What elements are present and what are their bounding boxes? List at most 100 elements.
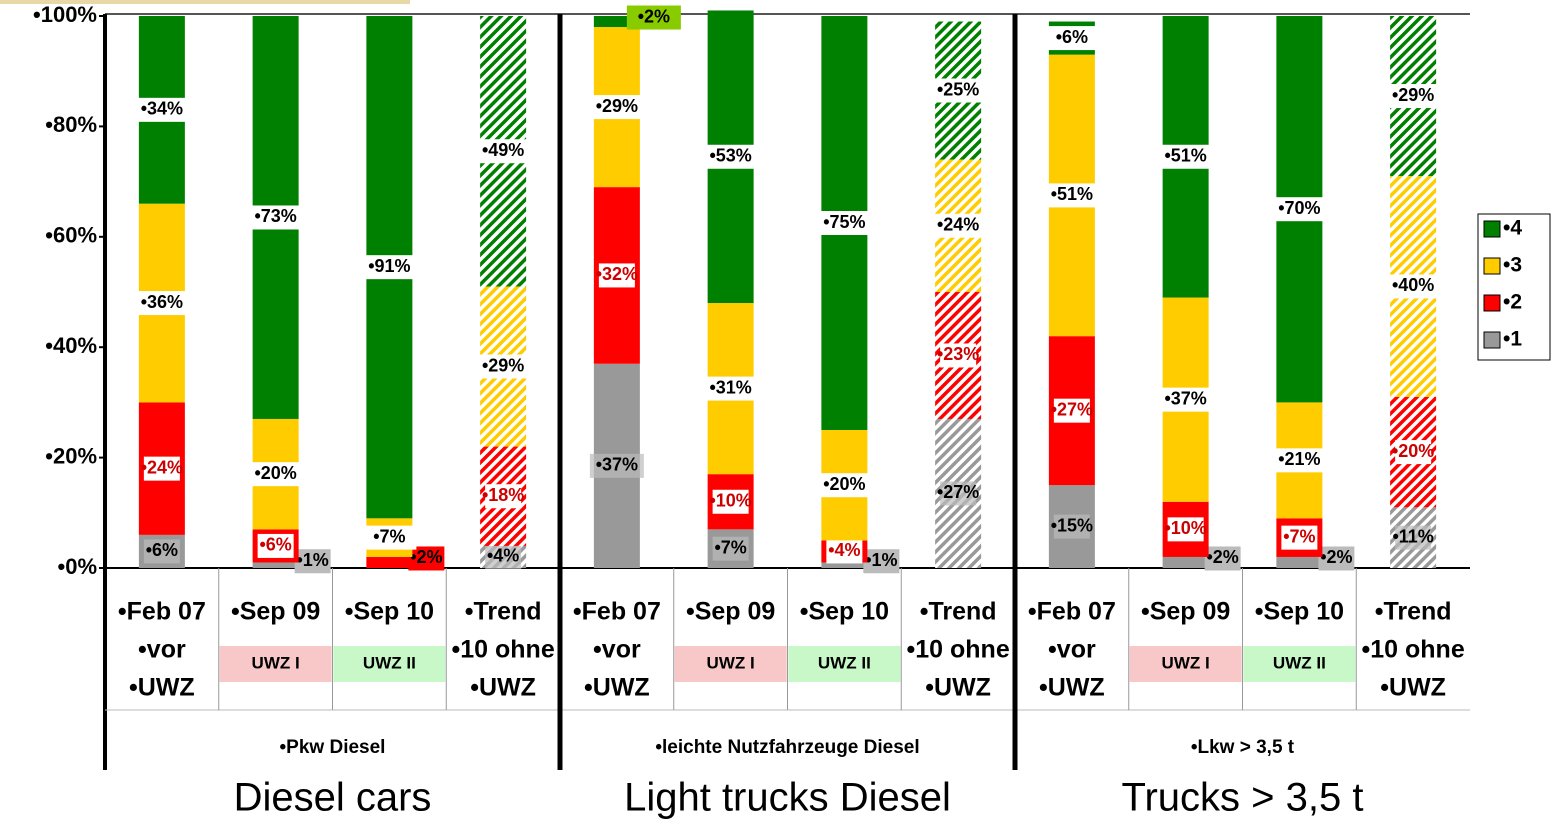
value-label: •40% <box>1392 275 1434 295</box>
group-caption: Diesel cars <box>234 776 432 820</box>
x-tick-label: •10 ohne <box>907 636 1010 664</box>
value-label: •11% <box>1392 526 1433 546</box>
value-label: •20% <box>823 474 865 494</box>
x-tick-label: •Sep 10 <box>800 598 889 626</box>
value-label: •6% <box>1056 27 1088 47</box>
value-label: •18% <box>482 485 524 505</box>
legend-swatch <box>1484 258 1500 274</box>
value-label: •37% <box>1164 388 1206 408</box>
y-tick-label: •40% <box>45 333 97 358</box>
x-tick-label: •UWZ <box>1380 674 1446 702</box>
x-tick-label: •Sep 10 <box>1255 598 1344 626</box>
value-label: •91% <box>368 256 410 276</box>
group-caption: Light trucks Diesel <box>624 776 951 820</box>
value-label: •1% <box>865 550 897 570</box>
legend-swatch <box>1484 332 1500 348</box>
value-label: •34% <box>141 99 183 119</box>
y-tick-label: •20% <box>45 443 97 468</box>
value-label: •4% <box>828 540 860 560</box>
value-label: •36% <box>141 292 183 312</box>
legend-label: •3 <box>1503 254 1522 277</box>
group-label: •Pkw Diesel <box>280 737 386 758</box>
x-tick-label: •Trend <box>1375 598 1452 626</box>
bar-segment <box>366 557 412 568</box>
value-label: •1% <box>296 550 328 570</box>
value-label: •29% <box>596 96 638 116</box>
value-label: •7% <box>714 537 746 557</box>
value-label: •31% <box>709 377 751 397</box>
value-label: •15% <box>1051 515 1093 535</box>
x-tick-label: •UWZ <box>1039 674 1105 702</box>
value-label: •25% <box>937 79 979 99</box>
value-label: •53% <box>709 146 751 166</box>
group-label: •Lkw > 3,5 t <box>1191 737 1295 758</box>
x-tick-label: •Sep 09 <box>686 598 775 626</box>
value-label: •24% <box>937 215 979 235</box>
value-label: •49% <box>482 140 524 160</box>
x-tick-label: •Trend <box>920 598 997 626</box>
y-tick-label: •100% <box>33 2 97 27</box>
x-tick-label: •Sep 09 <box>231 598 320 626</box>
value-label: •51% <box>1164 146 1206 166</box>
value-label: •20% <box>1392 441 1434 461</box>
tag-label: UWZ I <box>252 653 300 672</box>
value-label: •51% <box>1051 184 1093 204</box>
x-tick-label: •10 ohne <box>1362 636 1465 664</box>
value-label: •2% <box>410 547 442 567</box>
tag-label: UWZ II <box>1273 653 1326 672</box>
chart: •0% •20% •40% •60% •80% •100% •Pkw Diesel Diese… <box>0 0 1552 828</box>
x-tick-label: •Feb 07 <box>118 598 206 626</box>
value-label: •73% <box>254 206 296 226</box>
value-label: •2% <box>1320 547 1352 567</box>
x-tick-label: •vor <box>1048 636 1096 664</box>
value-label: •21% <box>1278 449 1320 469</box>
bar-segment <box>1163 557 1209 568</box>
tag-label: UWZ II <box>818 653 871 672</box>
x-tick-label: •vor <box>138 636 186 664</box>
value-label: •2% <box>638 6 670 26</box>
value-label: •7% <box>373 526 405 546</box>
y-tick-label: •80% <box>45 112 97 137</box>
group-caption: Trucks > 3,5 t <box>1122 776 1364 820</box>
value-label: •24% <box>141 457 183 477</box>
bar-segment <box>253 562 299 568</box>
y-tick-label: •60% <box>45 223 97 248</box>
x-tick-label: •UWZ <box>584 674 650 702</box>
value-label: •32% <box>596 264 638 284</box>
tag-label: UWZ I <box>1162 653 1210 672</box>
value-label: •23% <box>937 344 979 364</box>
legend-swatch <box>1484 221 1500 237</box>
value-label: •10% <box>1164 518 1206 538</box>
x-tick-label: •vor <box>593 636 641 664</box>
x-tick-label: •Sep 09 <box>1141 598 1230 626</box>
x-tick-label: •Sep 10 <box>345 598 434 626</box>
value-label: •29% <box>1392 85 1434 105</box>
legend-label: •4 <box>1503 217 1522 240</box>
legend-label: •1 <box>1503 328 1522 351</box>
value-label: •2% <box>1206 547 1238 567</box>
x-tick-label: •Trend <box>465 598 542 626</box>
legend-label: •2 <box>1503 291 1522 314</box>
value-label: •7% <box>1283 526 1315 546</box>
x-tick-label: •UWZ <box>470 674 536 702</box>
value-label: •70% <box>1278 198 1320 218</box>
group-label: •leichte Nutzfahrzeuge Diesel <box>655 737 919 758</box>
x-tick-label: •Feb 07 <box>573 598 661 626</box>
value-label: •27% <box>1051 399 1093 419</box>
x-tick-label: •UWZ <box>925 674 991 702</box>
tag-label: UWZ II <box>363 653 416 672</box>
value-label: •6% <box>146 540 178 560</box>
bar-segment <box>1276 557 1322 568</box>
value-label: •10% <box>709 491 751 511</box>
x-tick-label: •Feb 07 <box>1028 598 1116 626</box>
x-tick-label: •UWZ <box>129 674 195 702</box>
tag-label: UWZ I <box>707 653 755 672</box>
value-label: •20% <box>254 463 296 483</box>
value-label: •29% <box>482 355 524 375</box>
x-tick-label: •10 ohne <box>452 636 555 664</box>
value-label: •37% <box>596 455 638 475</box>
y-tick-label: •0% <box>58 554 98 579</box>
value-label: •75% <box>823 212 865 232</box>
value-label: •6% <box>259 535 291 555</box>
value-label: •4% <box>487 546 519 566</box>
